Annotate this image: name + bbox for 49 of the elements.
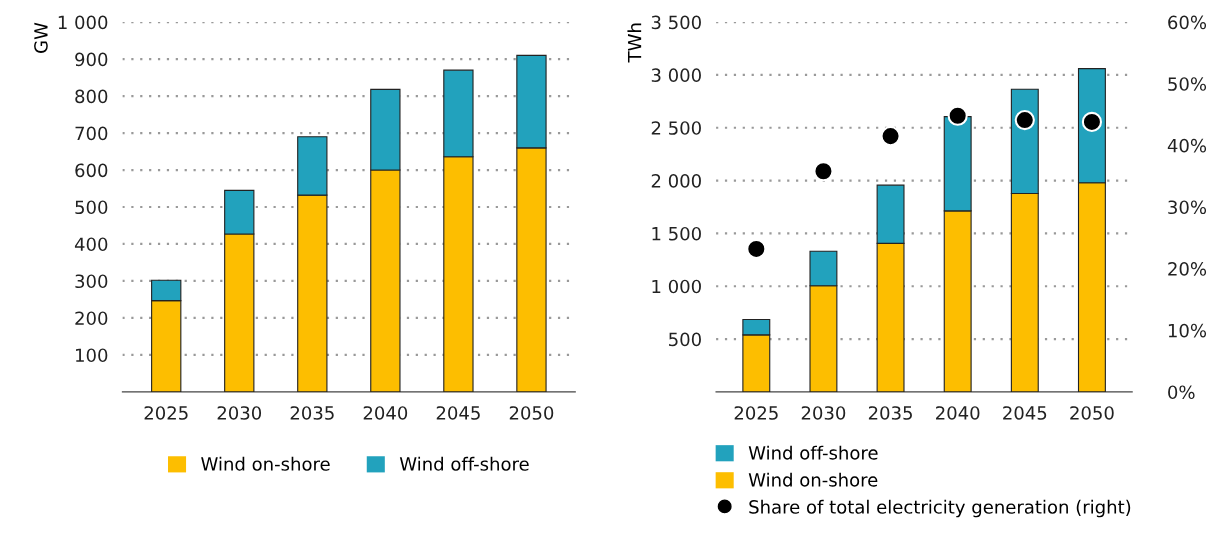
y-tick-label: 3 000 — [651, 68, 701, 83]
legend-label: Wind off-shore — [399, 456, 529, 471]
x-tick-label: 2045 — [436, 406, 480, 420]
y2-tick-label: 0% — [1168, 385, 1195, 400]
y2-tick-label: 60% — [1168, 15, 1207, 30]
y-tick-label: 300 — [75, 274, 108, 289]
y-axis-title: GW — [34, 22, 48, 53]
x-tick-label: 2030 — [217, 406, 262, 420]
y-tick-label: 1 000 — [652, 279, 701, 294]
x-tick-label: 2040 — [936, 406, 980, 420]
point — [880, 126, 901, 147]
x-tick-label: 2050 — [1070, 406, 1114, 420]
x-tick-label: 2030 — [801, 406, 846, 420]
point — [1014, 109, 1035, 131]
point — [746, 238, 767, 260]
y-tick-label: 2 000 — [651, 174, 701, 188]
point — [813, 161, 834, 182]
x-tick-label: 2045 — [1003, 406, 1047, 420]
x-tick-label: 2035 — [290, 406, 334, 420]
y-tick-label: 400 — [74, 237, 108, 252]
x-tick-label: 2050 — [509, 406, 554, 420]
x-tick-label: 2035 — [868, 406, 912, 420]
legend-label: Wind on-shore — [201, 456, 330, 471]
y-tick-label: 700 — [75, 126, 108, 141]
legend-label: Share of total electricity generation (right) — [749, 499, 1131, 518]
legend-label: Wind off-shore — [748, 445, 878, 460]
y-tick-label: 1 500 — [652, 226, 701, 241]
y-tick-label: 600 — [75, 163, 108, 178]
legend-label: Wind on-shore — [748, 472, 878, 487]
y-tick-label: 800 — [75, 89, 108, 104]
y2-tick-label: 30% — [1168, 200, 1207, 215]
y-axis-title: TWh — [627, 23, 642, 63]
y2-tick-label: 50% — [1168, 77, 1207, 91]
y2-tick-label: 40% — [1167, 138, 1207, 153]
y-tick-label: 900 — [75, 52, 108, 67]
point — [947, 105, 968, 126]
y-tick-label: 2 500 — [651, 121, 701, 135]
y2-tick-label: 20% — [1168, 262, 1207, 276]
y-tick-label: 500 — [75, 200, 108, 215]
x-tick-label: 2025 — [734, 406, 778, 420]
y-tick-label: 1 000 — [58, 15, 108, 30]
y-tick-label: 500 — [669, 332, 701, 347]
y-tick-label: 100 — [76, 348, 108, 363]
y-tick-label: 3 500 — [651, 15, 701, 30]
y2-tick-label: 10% — [1168, 323, 1207, 338]
x-tick-label: 2040 — [363, 406, 408, 420]
point — [1081, 111, 1103, 133]
x-tick-label: 2025 — [144, 406, 188, 420]
y-tick-label: 200 — [75, 311, 108, 326]
